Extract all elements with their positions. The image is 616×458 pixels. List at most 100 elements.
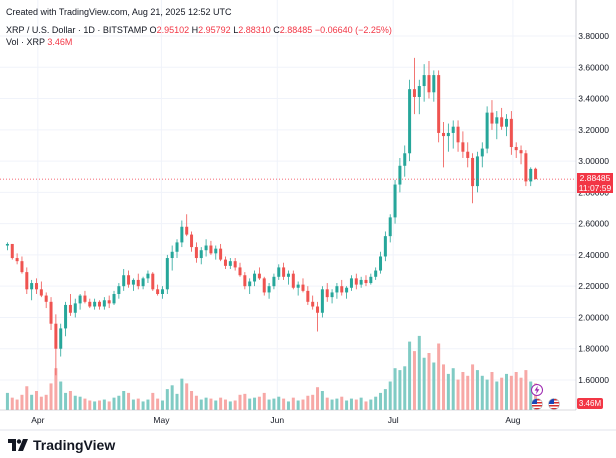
volume-bar [529,381,533,410]
volume-bar [262,392,266,410]
volume-bar [238,394,242,410]
volume-bar [5,392,9,410]
countdown-tag: 11:07:59 [577,183,613,194]
volume-bar [49,383,53,410]
candle-body [102,300,106,307]
candle-body [354,278,358,285]
candle-body [320,289,324,313]
x-tick-label: May [153,415,170,425]
volume-bar [437,343,441,410]
volume-bar [185,383,189,410]
candle-body [248,281,252,287]
candles [5,57,538,376]
volume-bar [291,397,295,410]
volume-bar [83,398,87,410]
volume-bar [88,400,92,410]
candle-body [340,286,344,293]
volume-bar [107,401,111,410]
brand-name: TradingView [33,437,116,453]
volume-bar [422,357,426,410]
tradingview-logo[interactable]: TradingView [8,437,115,453]
candle-body [374,270,378,277]
candle-body [15,258,19,262]
y-tick-label: 2.40000 [578,250,609,260]
candle-body [127,275,131,285]
y-tick-label: 3.40000 [578,94,609,104]
lightning-icon[interactable] [531,383,543,396]
volume-bar [209,398,213,410]
candle-body [165,258,169,290]
candle-body [442,132,446,137]
candle-body [383,236,387,257]
volume-bar [131,399,135,410]
candle-body [243,275,247,287]
candle-body [495,117,499,124]
high-label: H [191,25,199,35]
volume-bar [471,364,475,410]
volume-bar [345,400,349,410]
volume-bar [146,399,150,410]
candle-body [83,295,87,302]
candle-body [199,250,203,259]
candle-body [345,287,349,293]
us-flag-icon[interactable] [548,397,560,410]
candle-body [306,290,310,302]
y-tick-label: 2.20000 [578,281,609,291]
volume-bar [248,398,252,410]
candle-body [214,248,218,254]
last-price-tag: 2.88485 [577,173,613,184]
volume-bar [369,399,373,410]
candle-body [267,286,271,293]
candle-body [534,168,538,180]
candle-body [437,75,441,133]
candle-body [156,289,160,294]
low-value: 2.88310 [238,25,271,35]
y-tick-label: 1.60000 [578,375,609,385]
y-axis[interactable]: 3.800003.600003.400003.200003.000002.800… [578,31,609,385]
candle-body [500,117,504,127]
volume-bar [102,399,106,410]
volume-bar [44,394,48,410]
candle-body [286,273,290,277]
candle-body [456,126,460,143]
volume-bar [490,372,494,410]
open-label: O [149,25,157,35]
volume-value: 3.46M [47,37,73,47]
volume-bar [34,391,38,410]
candle-body [54,323,58,349]
candle-body [359,279,363,285]
candle-body [233,261,237,268]
candle-body [44,295,48,302]
y-tick-label: 3.80000 [578,31,609,41]
us-flag-icon[interactable] [531,397,543,410]
candle-body [412,89,416,97]
volume-bar [316,387,320,410]
symbol-title: XRP / U.S. Dollar · 1D · BITSTAMP [6,25,148,35]
candle-body [529,168,533,182]
x-tick-label: Jun [270,415,284,425]
candle-body [160,289,164,294]
candle-body [39,289,43,296]
candle-body [475,156,479,187]
candle-body [93,301,97,307]
grid-lines [0,0,576,410]
volume-bars [5,335,538,410]
volume-bar [228,401,232,410]
volume-bar [379,392,383,410]
candle-body [393,184,397,218]
volume-bar [519,377,523,410]
candle-body [131,279,135,285]
volume-bar [68,391,72,410]
candle-body [170,251,174,259]
x-axis[interactable]: Apr May Jun Jul Aug [31,415,521,425]
volume-bar [509,375,513,410]
volume-bar [524,370,528,410]
volume-bar [78,396,82,410]
volume-tag: 3.46M [577,398,603,409]
volume-bar [480,375,484,410]
volume-bar [408,341,412,410]
candle-body [296,284,300,288]
candle-body [59,328,63,349]
volume-bar [267,399,271,410]
